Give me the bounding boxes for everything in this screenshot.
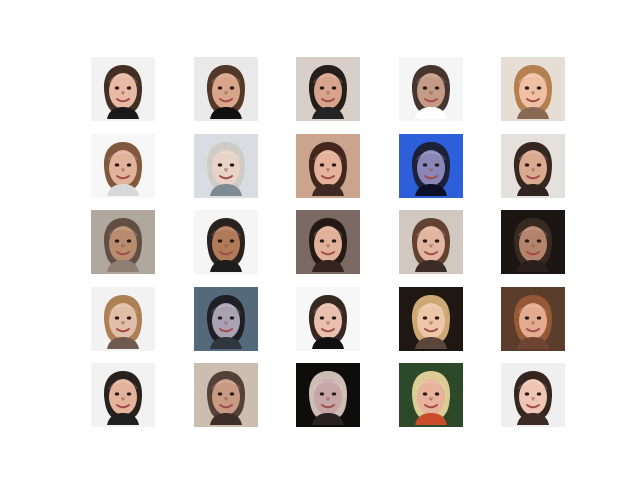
- face-thumbnail: [501, 57, 565, 121]
- face-thumbnail: [501, 134, 565, 198]
- face-image: [91, 57, 155, 121]
- face-thumbnail: [91, 210, 155, 274]
- face-thumbnail: [501, 287, 565, 351]
- face-thumbnail: [296, 363, 360, 427]
- face-image: [296, 363, 360, 427]
- face-thumbnail: [399, 363, 463, 427]
- face-image: [501, 363, 565, 427]
- face-image: [399, 134, 463, 198]
- face-thumbnail: [399, 210, 463, 274]
- face-image: [501, 210, 565, 274]
- face-image: [91, 134, 155, 198]
- face-image: [194, 363, 258, 427]
- face-image: [194, 210, 258, 274]
- face-image: [399, 210, 463, 274]
- face-image: [399, 287, 463, 351]
- face-thumbnail: [296, 210, 360, 274]
- face-thumbnail: [91, 287, 155, 351]
- face-thumbnail: [296, 287, 360, 351]
- face-image: [194, 287, 258, 351]
- face-thumbnail: [194, 134, 258, 198]
- face-thumbnail: [194, 363, 258, 427]
- face-image: [501, 57, 565, 121]
- face-thumbnail: [194, 287, 258, 351]
- face-image: [296, 287, 360, 351]
- face-image: [91, 210, 155, 274]
- face-image: [91, 363, 155, 427]
- face-thumbnail: [296, 134, 360, 198]
- face-thumbnail: [501, 210, 565, 274]
- face-image: [399, 57, 463, 121]
- face-thumbnail: [91, 363, 155, 427]
- face-thumbnail: [91, 134, 155, 198]
- face-image: [296, 134, 360, 198]
- face-thumbnail: [194, 57, 258, 121]
- face-thumbnail: [296, 57, 360, 121]
- face-image: [399, 363, 463, 427]
- face-image: [501, 134, 565, 198]
- face-image: [501, 287, 565, 351]
- face-image: [296, 57, 360, 121]
- face-thumbnail: [399, 57, 463, 121]
- face-thumbnail: [399, 134, 463, 198]
- face-image: [194, 134, 258, 198]
- face-image: [91, 287, 155, 351]
- face-image: [296, 210, 360, 274]
- face-thumbnail: [399, 287, 463, 351]
- face-thumbnail: [501, 363, 565, 427]
- face-thumbnail: [91, 57, 155, 121]
- face-thumbnail: [194, 210, 258, 274]
- face-image: [194, 57, 258, 121]
